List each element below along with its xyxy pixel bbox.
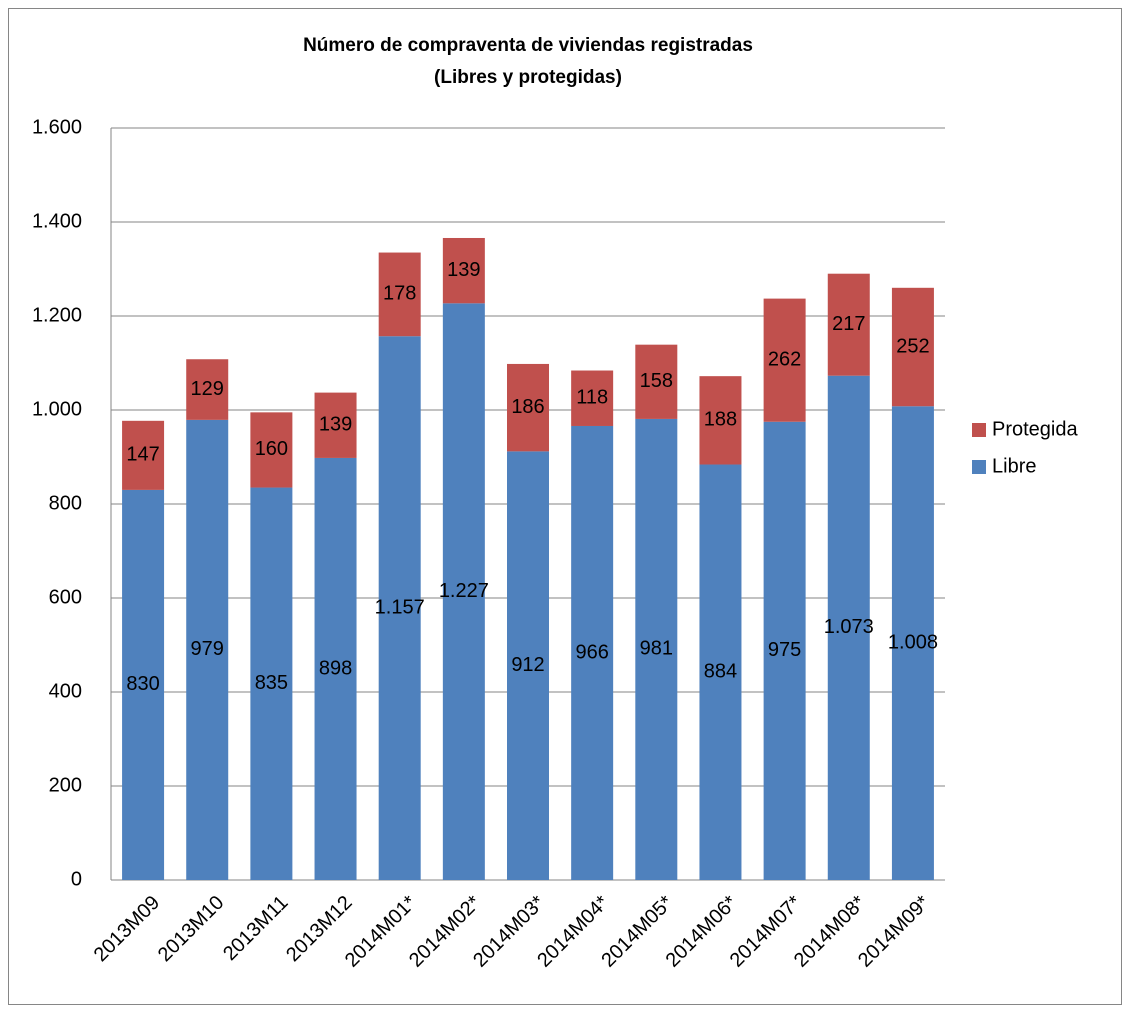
bar-segment <box>891 287 934 407</box>
bar-segment <box>763 298 806 422</box>
y-tick-label: 400 <box>49 680 82 702</box>
data-label: 1.227 <box>439 580 489 602</box>
chart-subtitle: (Libres y protegidas) <box>434 67 622 88</box>
y-tick-label: 1.600 <box>32 116 82 138</box>
data-label: 1.157 <box>375 596 425 618</box>
data-label: 252 <box>896 335 929 357</box>
data-label: 160 <box>255 438 288 460</box>
data-label: 975 <box>768 639 801 661</box>
data-label: 129 <box>191 378 224 400</box>
y-tick-label: 800 <box>49 492 82 514</box>
bar-segment <box>827 375 870 880</box>
bar-segment <box>378 252 421 337</box>
bar-segment <box>378 336 421 881</box>
chart-title: Número de compraventa de viviendas regis… <box>303 35 753 56</box>
bar-segment <box>122 489 165 880</box>
legend-label: Libre <box>992 455 1036 477</box>
bar-segment <box>827 273 870 376</box>
bar-segment <box>507 451 549 880</box>
data-label: 262 <box>768 348 801 370</box>
bar-segment <box>635 344 678 419</box>
data-label: 981 <box>640 638 673 660</box>
y-tick-label: 200 <box>49 774 82 796</box>
bar-segment <box>763 421 806 880</box>
data-label: 1.008 <box>888 631 938 653</box>
legend-swatch <box>972 460 986 474</box>
data-label: 835 <box>255 672 288 694</box>
y-tick-label: 1.200 <box>32 304 82 326</box>
data-label: 979 <box>191 638 224 660</box>
bar-segment <box>699 464 742 880</box>
data-label: 139 <box>319 414 352 436</box>
bar-segment <box>571 425 614 880</box>
data-label: 139 <box>447 259 480 281</box>
legend-swatch <box>972 423 986 437</box>
data-label: 188 <box>704 409 737 431</box>
y-tick-label: 1.000 <box>32 398 82 420</box>
data-label: 1.073 <box>824 616 874 638</box>
bar-segment <box>442 237 485 304</box>
data-label: 186 <box>511 396 544 418</box>
bar-segment <box>442 303 485 880</box>
y-tick-label: 1.400 <box>32 210 82 232</box>
bar-segment <box>507 363 549 452</box>
legend-label: Protegida <box>992 418 1078 440</box>
data-label: 884 <box>704 661 737 683</box>
data-label: 147 <box>126 444 159 466</box>
bar-segment <box>122 420 165 490</box>
bar-segment <box>250 412 293 488</box>
bar-segment <box>186 359 229 420</box>
bar-segment <box>186 419 229 880</box>
data-label: 118 <box>576 387 608 409</box>
bar-segment <box>891 406 934 880</box>
bar-segment <box>571 370 614 426</box>
data-label: 912 <box>511 654 544 676</box>
bar-segment <box>314 392 357 458</box>
data-label: 158 <box>640 370 673 392</box>
data-label: 966 <box>575 641 608 663</box>
bar-segment <box>635 418 678 880</box>
bar-segment <box>699 376 742 465</box>
data-label: 830 <box>126 673 159 695</box>
y-tick-label: 0 <box>71 868 82 890</box>
bar-segment <box>314 457 357 880</box>
bar-segment <box>250 487 293 880</box>
chart-border <box>8 8 1122 1005</box>
data-label: 898 <box>319 657 352 679</box>
data-label: 178 <box>383 283 416 305</box>
y-tick-label: 600 <box>49 586 82 608</box>
data-label: 217 <box>832 313 865 335</box>
